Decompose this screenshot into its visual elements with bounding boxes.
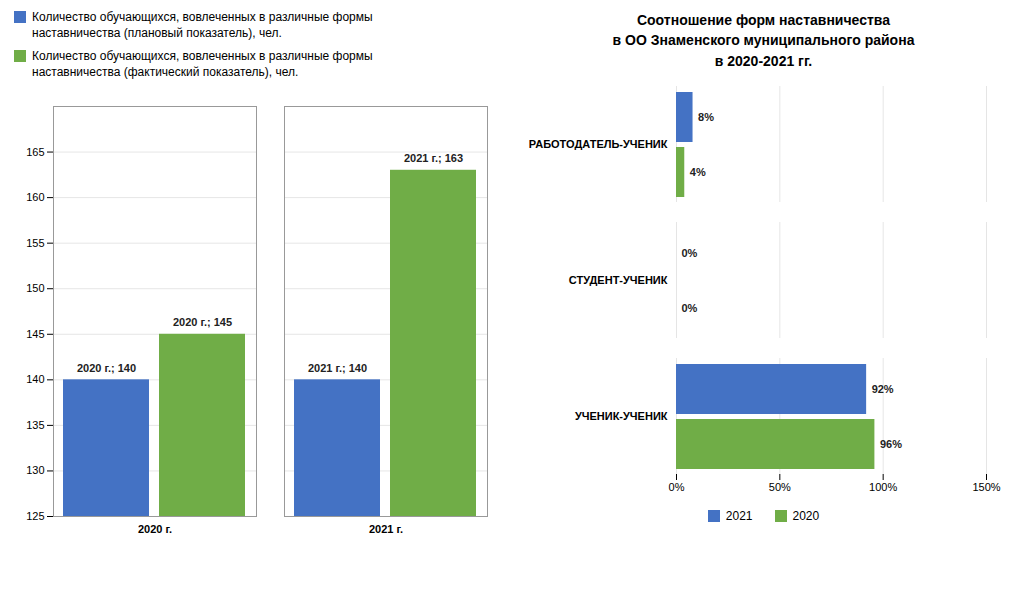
html-text:Количество обучающихся, вовлеч: Количество обучающихся, вовлеченных в ра… xyxy=(32,10,373,40)
svg-text:150%: 150% xyxy=(972,481,1000,493)
svg-text:УЧЕНИК-УЧЕНИК: УЧЕНИК-УЧЕНИК xyxy=(575,410,668,422)
svg-text:2020 г.: 2020 г. xyxy=(138,524,172,536)
svg-text:155: 155 xyxy=(26,237,44,249)
html-text:2021: 2021 xyxy=(725,508,753,523)
svg-text:135: 135 xyxy=(26,419,44,431)
svg-text:160: 160 xyxy=(26,192,44,204)
svg-text:2021 г.: 2021 г. xyxy=(369,524,403,536)
svg-text:0%: 0% xyxy=(682,302,698,314)
svg-text:140: 140 xyxy=(26,374,44,386)
svg-text:2020 г.; 145: 2020 г.; 145 xyxy=(173,317,232,329)
svg-text:130: 130 xyxy=(26,465,44,477)
svg-text:165: 165 xyxy=(26,146,44,158)
svg-text:0%: 0% xyxy=(682,247,698,259)
svg-text:РАБОТОДАТЕЛЬ-УЧЕНИК: РАБОТОДАТЕЛЬ-УЧЕНИК xyxy=(529,138,668,150)
svg-text:145: 145 xyxy=(26,328,44,340)
svg-text:96%: 96% xyxy=(880,438,902,450)
svg-text:4%: 4% xyxy=(690,166,706,178)
svg-text:СТУДЕНТ-УЧЕНИК: СТУДЕНТ-УЧЕНИК xyxy=(569,274,668,286)
svg-text:150: 150 xyxy=(26,283,44,295)
svg-text:2021 г.; 163: 2021 г.; 163 xyxy=(404,153,463,165)
svg-text:0%: 0% xyxy=(669,481,685,493)
svg-text:50%: 50% xyxy=(769,481,791,493)
svg-text:8%: 8% xyxy=(698,111,714,123)
html-text:Количество обучающихся, вовлеч: Количество обучающихся, вовлеченных в ра… xyxy=(32,49,373,79)
html-text:Соотношение форм наставничеств: Соотношение форм наставничества в ОО Зна… xyxy=(612,12,915,69)
html-text:2020: 2020 xyxy=(792,508,820,523)
svg-text:125: 125 xyxy=(26,510,44,522)
svg-text:92%: 92% xyxy=(872,383,894,395)
svg-text:100%: 100% xyxy=(869,481,897,493)
svg-text:2021 г.; 140: 2021 г.; 140 xyxy=(308,362,367,374)
svg-text:2020 г.; 140: 2020 г.; 140 xyxy=(77,362,136,374)
